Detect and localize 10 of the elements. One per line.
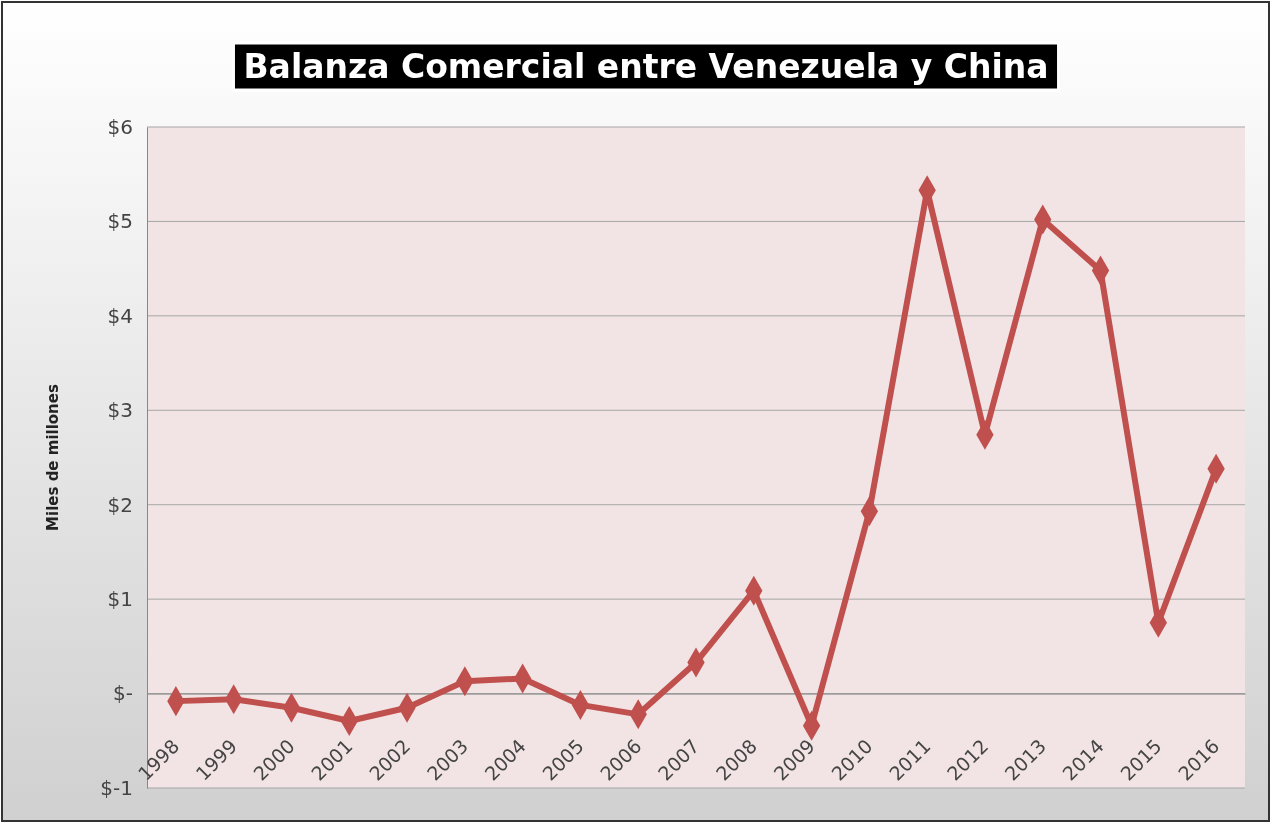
y-tick-label: $2 — [107, 492, 133, 517]
y-tick-label: $3 — [107, 398, 133, 423]
y-axis-title: Miles de millones — [44, 384, 62, 531]
chart-title: Balanza Comercial entre Venezuela y China — [243, 47, 1049, 86]
y-tick-label: $5 — [107, 209, 133, 234]
y-tick-label: $-1 — [100, 775, 133, 800]
y-tick-label: $4 — [107, 303, 133, 328]
y-tick-label: $6 — [107, 114, 133, 139]
y-tick-label: $1 — [107, 587, 133, 612]
y-tick-label: $- — [113, 681, 133, 706]
